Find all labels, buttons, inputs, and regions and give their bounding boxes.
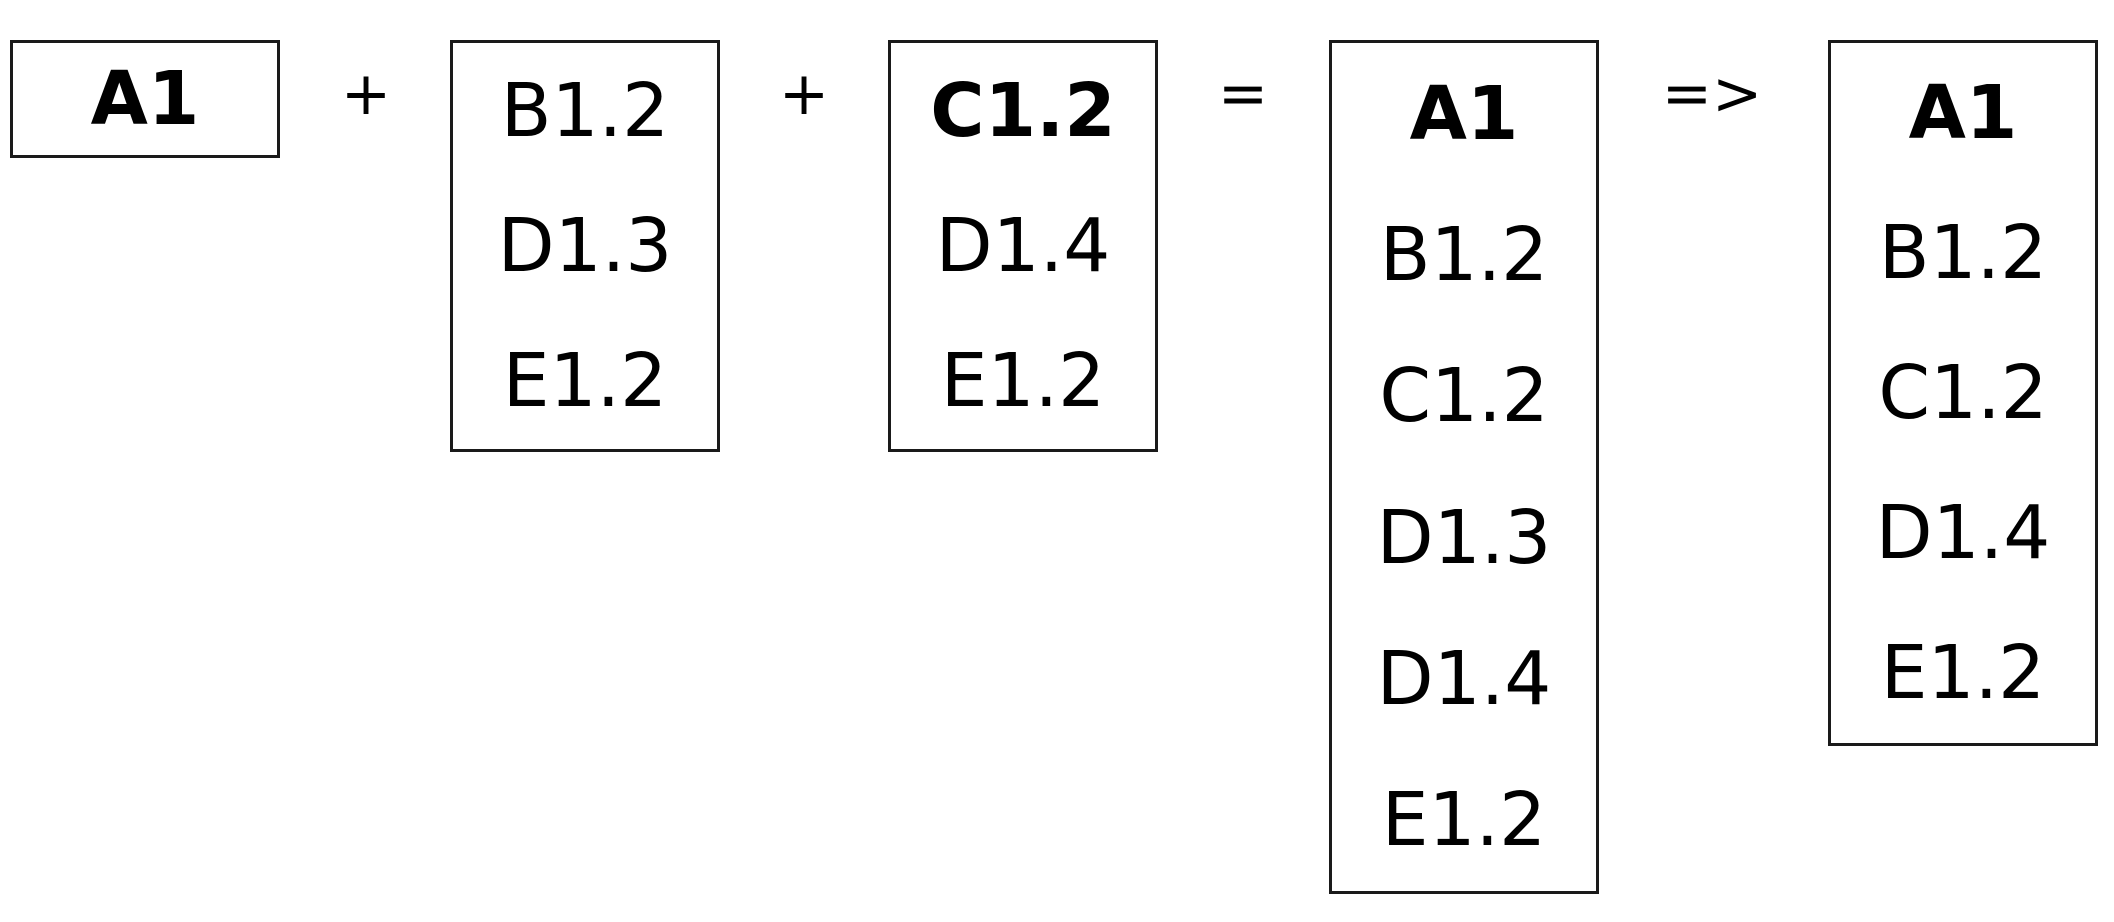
box-b-item: E1.2 <box>502 338 668 425</box>
box-sum-item: D1.3 <box>1376 494 1552 581</box>
box-c-item: E1.2 <box>940 338 1106 425</box>
box-sum: A1 B1.2 C1.2 D1.3 D1.4 E1.2 <box>1329 40 1599 894</box>
box-result-item: D1.4 <box>1875 490 2051 576</box>
box-sum-item: B1.2 <box>1379 211 1549 298</box>
box-result-item: E1.2 <box>1880 630 2046 716</box>
plus-operator: + <box>778 59 830 129</box>
box-sum-item: E1.2 <box>1381 777 1547 864</box>
box-sum-item: C1.2 <box>1379 353 1549 440</box>
box-result-item: A1 <box>1908 70 2018 156</box>
equals-operator: = <box>1217 59 1269 129</box>
box-sum-item: A1 <box>1409 70 1519 157</box>
box-b-item: B1.2 <box>500 67 670 154</box>
arrow-operator: => <box>1661 59 1763 129</box>
box-a-item: A1 <box>90 56 200 142</box>
box-c: C1.2 D1.4 E1.2 <box>888 40 1158 452</box>
box-sum-item: D1.4 <box>1376 635 1552 722</box>
box-b-item: D1.3 <box>497 202 673 289</box>
box-c-item: D1.4 <box>935 202 1111 289</box>
box-result: A1 B1.2 C1.2 D1.4 E1.2 <box>1828 40 2098 746</box>
box-result-item: C1.2 <box>1878 350 2048 436</box>
plus-operator: + <box>340 59 392 129</box>
box-result-item: B1.2 <box>1878 210 2048 296</box>
box-c-item: C1.2 <box>930 67 1116 154</box>
box-a: A1 <box>10 40 280 158</box>
box-b: B1.2 D1.3 E1.2 <box>450 40 720 452</box>
